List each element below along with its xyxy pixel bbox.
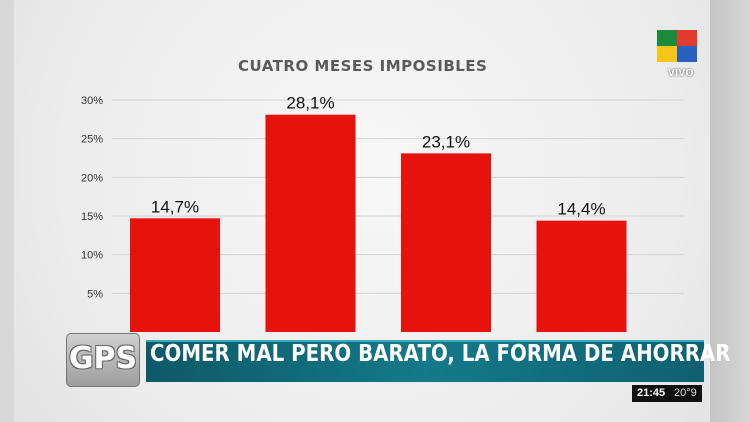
chart-title: CUATRO MESES IMPOSIBLES (238, 57, 488, 75)
bar-2 (265, 114, 356, 333)
bar-3 (401, 153, 491, 332)
y-tick-label: 5% (87, 288, 103, 300)
time-weather-box: 21:45 20°9 (632, 385, 702, 402)
y-tick-label: 15% (81, 211, 103, 223)
program-badge: GPS (66, 333, 140, 387)
bar-value-label-2: 28,1% (286, 94, 334, 113)
y-tick-label: 25% (81, 134, 103, 146)
bars (130, 114, 627, 333)
headline-banner (146, 340, 704, 382)
bar-value-label-4: 14,4% (557, 200, 605, 219)
right-edge-background (710, 0, 750, 422)
channel-logo (657, 30, 697, 62)
y-tick-label: 20% (81, 172, 103, 184)
y-tick-label: 10% (81, 250, 103, 262)
y-tick-label: 30% (81, 95, 103, 107)
clock-time: 21:45 (637, 387, 666, 399)
live-label: VIVO (668, 68, 694, 79)
temperature: 20°9 (674, 387, 697, 399)
bar-4 (536, 220, 627, 332)
bar-value-label-3: 23,1% (422, 132, 470, 151)
bar-1 (130, 218, 220, 332)
logo-square-red (677, 30, 697, 46)
value-labels: 14,7% 28,1% 23,1% 14,4% (151, 94, 606, 219)
left-edge-background (0, 0, 14, 422)
lower-third: GPS (66, 333, 704, 387)
logo-square-green (657, 30, 677, 46)
y-axis-ticks: 5% 10% 15% 20% 25% 30% (81, 95, 103, 300)
headline-text: COMER MAL PERO BARATO, LA FORMA DE AHORR… (150, 341, 731, 367)
logo-square-yellow (657, 46, 677, 62)
bar-value-label-1: 14,7% (151, 197, 199, 216)
logo-square-blue (677, 46, 697, 62)
